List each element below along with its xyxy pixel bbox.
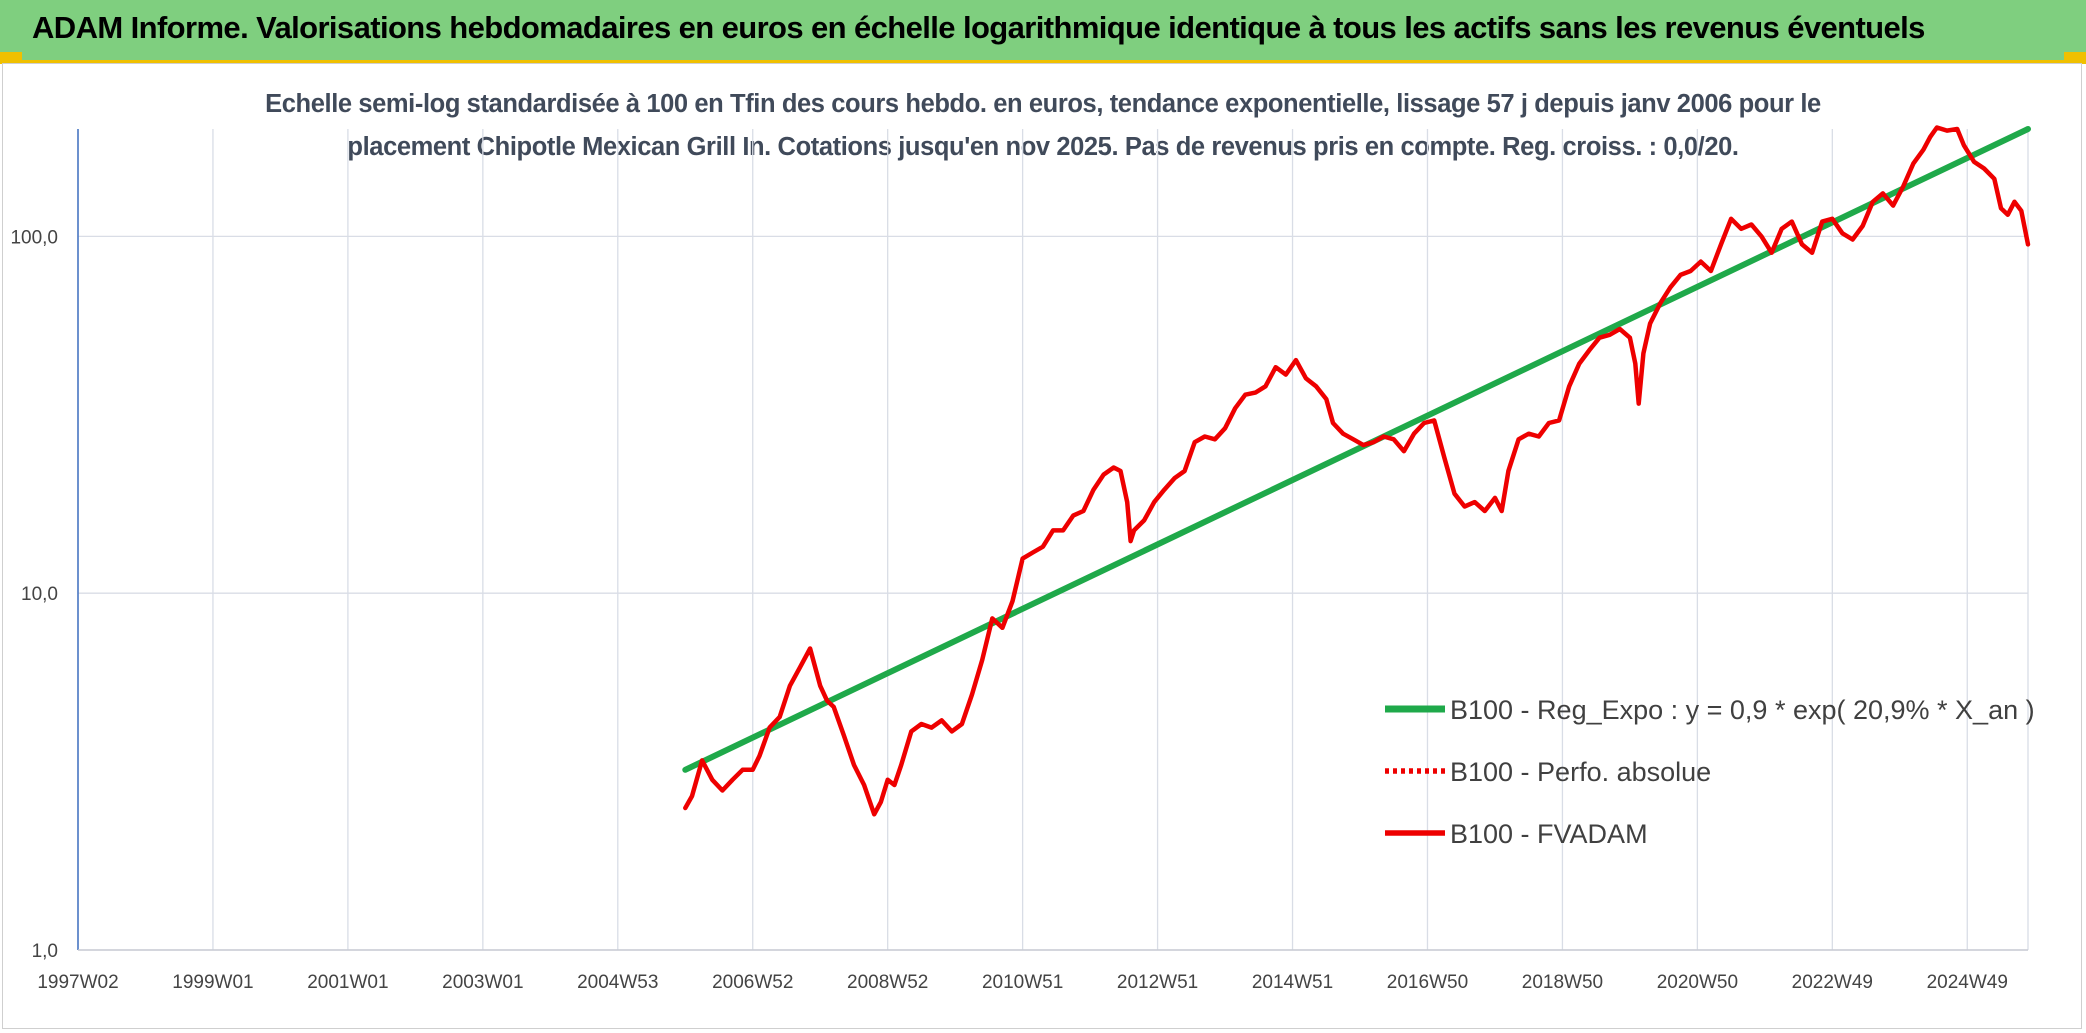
fvadam-line bbox=[683, 125, 2031, 817]
legend-label: B100 - Reg_Expo : y = 0,9 * exp( 20,9% *… bbox=[1450, 695, 2035, 725]
x-tick-label: 2018W50 bbox=[1522, 972, 1603, 993]
series-layer bbox=[682, 125, 2031, 817]
x-tick-label: 1999W01 bbox=[172, 972, 253, 993]
grid-layer bbox=[77, 129, 2029, 951]
x-tick-label: 2012W51 bbox=[1117, 972, 1198, 993]
x-tick-label: 2014W51 bbox=[1252, 972, 1333, 993]
x-tick-label: 2008W52 bbox=[847, 972, 928, 993]
x-tick-label: 2010W51 bbox=[982, 972, 1063, 993]
header-banner: ADAM Informe. Valorisations hebdomadaire… bbox=[0, 0, 2086, 63]
x-tick-label: 1997W02 bbox=[37, 972, 118, 993]
x-tick-label: 2022W49 bbox=[1792, 972, 1873, 993]
legend-label: B100 - FVADAM bbox=[1450, 819, 1648, 849]
y-tick-label: 10,0 bbox=[21, 584, 58, 605]
y-tick-label: 100,0 bbox=[10, 227, 58, 248]
x-tick-label: 2001W01 bbox=[307, 972, 388, 993]
chart-frame bbox=[2, 63, 2082, 1029]
chart-subtitle-line2: placement Chipotle Mexican Grill In. Cot… bbox=[347, 133, 1739, 161]
x-tick-label: 2024W49 bbox=[1927, 972, 2008, 993]
x-tick-label: 2004W53 bbox=[577, 972, 658, 993]
chart-subtitle-line1: Echelle semi-log standardisée à 100 en T… bbox=[265, 90, 1821, 118]
axis-layer: 1997W02 1999W01 2001W01 2003W01 2004W53 2006W… bbox=[10, 129, 2028, 993]
legend: B100 - Reg_Expo : y = 0,9 * exp( 20,9% *… bbox=[1385, 695, 2035, 849]
regression-line bbox=[682, 126, 2031, 773]
x-tick-label: 2016W50 bbox=[1387, 972, 1468, 993]
legend-label: B100 - Perfo. absolue bbox=[1450, 757, 1711, 787]
y-tick-label: 1,0 bbox=[32, 941, 58, 962]
corner-marker-right bbox=[2064, 52, 2086, 64]
report-title: ADAM Informe. Valorisations hebdomadaire… bbox=[32, 10, 1925, 45]
corner-marker-left bbox=[0, 52, 22, 64]
x-tick-label: 2020W50 bbox=[1657, 972, 1738, 993]
x-tick-label: 2003W01 bbox=[442, 972, 523, 993]
x-tick-label: 2006W52 bbox=[712, 972, 793, 993]
